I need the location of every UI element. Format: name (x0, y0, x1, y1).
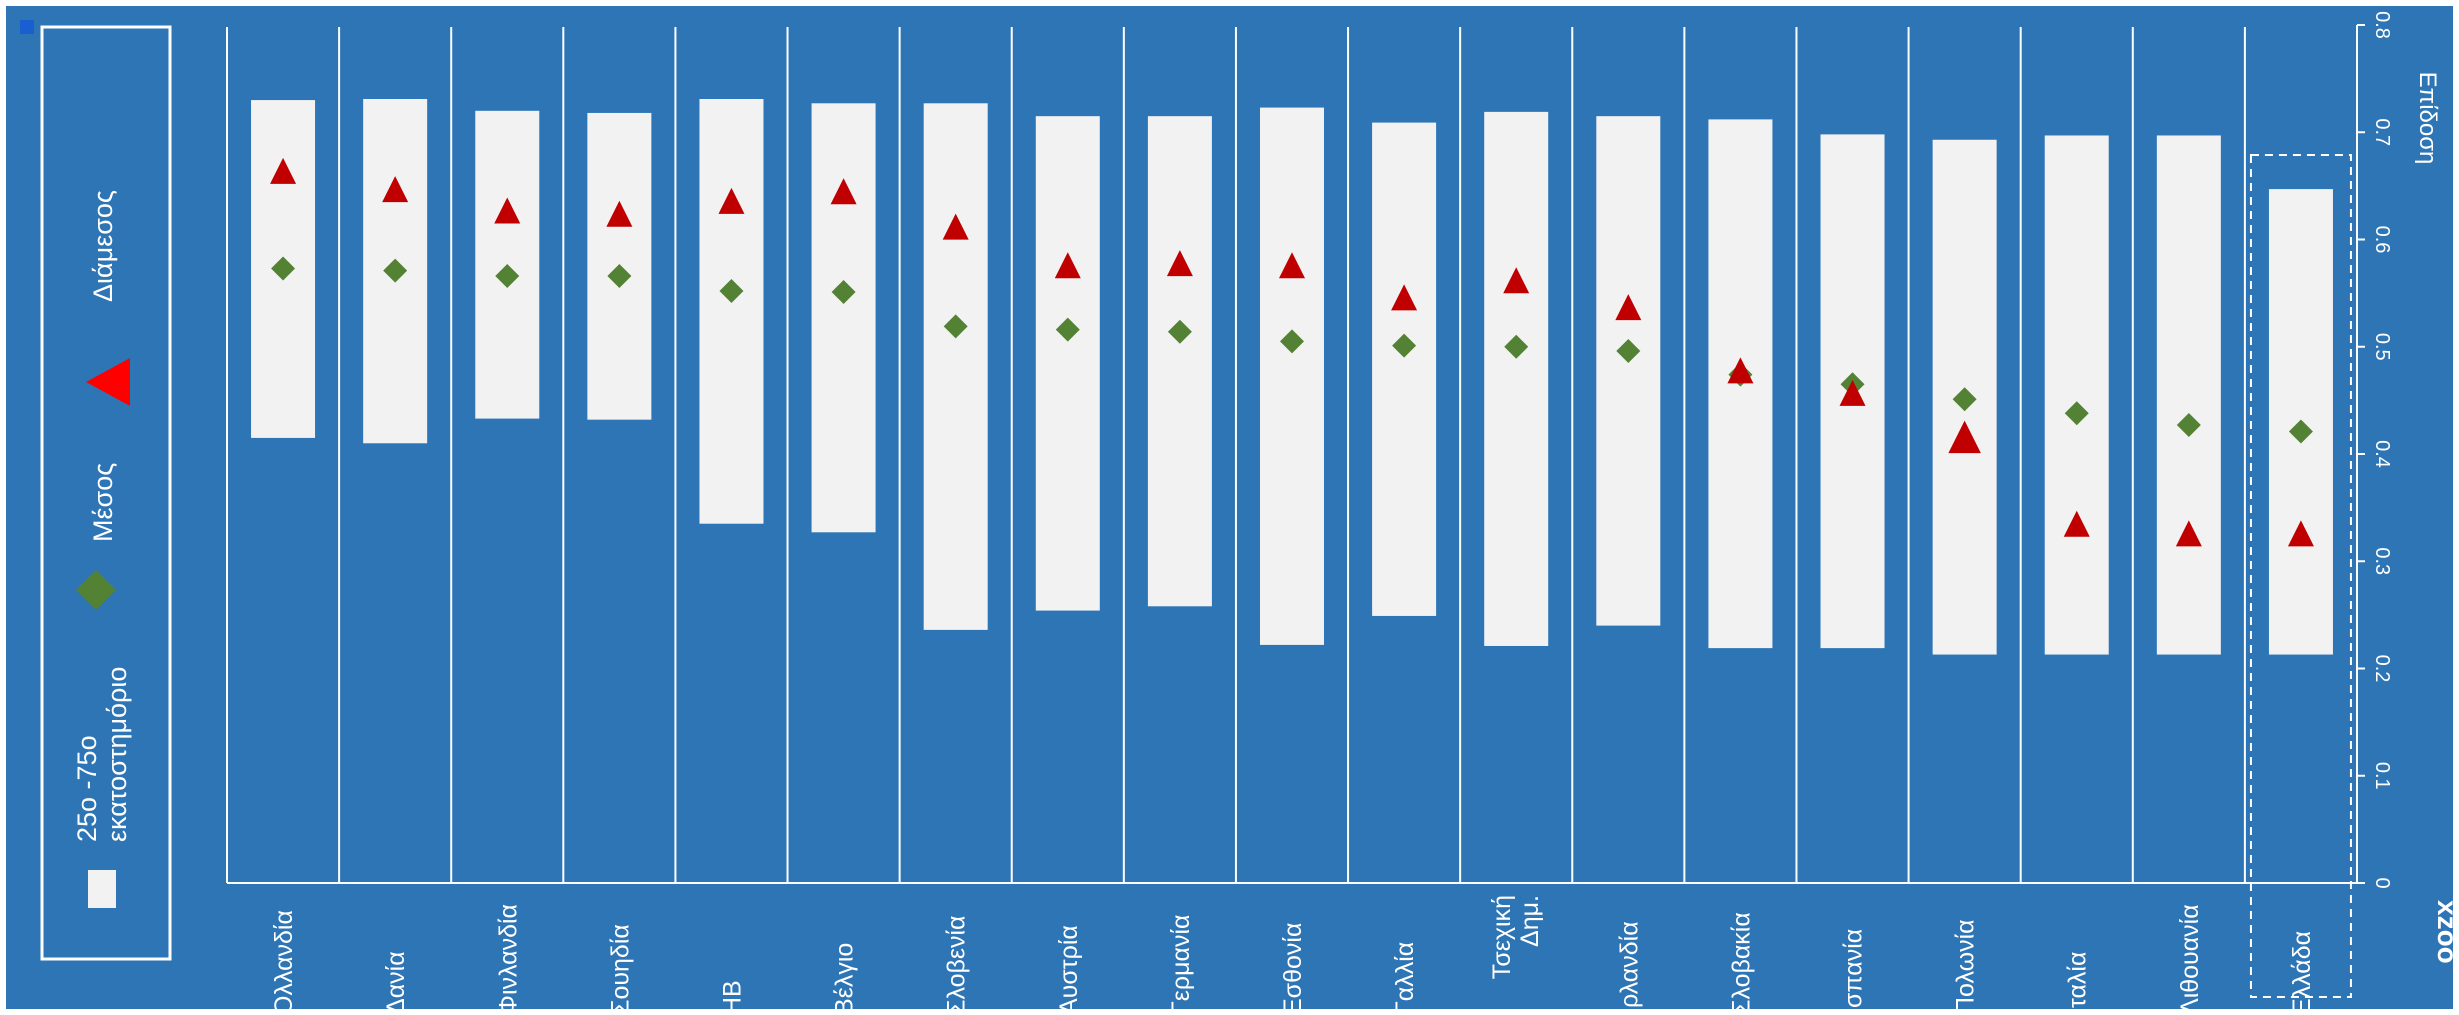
category-label: ΤσεχικήΔημ. (1488, 895, 1544, 979)
category-label: Γαλλία (1391, 942, 1419, 1015)
range-bar (1596, 116, 1661, 626)
mean-marker (943, 314, 968, 339)
median-marker (1727, 357, 1754, 384)
category-label-line: Δημ. (1516, 895, 1544, 947)
value-axis-tick-label: 0.7 (2371, 118, 2393, 146)
median-marker (1615, 294, 1642, 321)
value-axis-tick-label: 0.5 (2371, 333, 2393, 361)
category-label: Αυστρία (1055, 925, 1083, 1015)
category-label: Γερμανία (1167, 914, 1195, 1015)
mean-marker (607, 263, 632, 288)
mean-marker (831, 280, 856, 305)
range-bar (699, 99, 764, 524)
median-marker (718, 187, 745, 214)
mean-marker (2176, 413, 2201, 438)
range-bar (1484, 111, 1549, 646)
median-marker (1948, 420, 1981, 454)
category-label: Ισπανία (1840, 929, 1868, 1015)
median-marker (270, 157, 297, 184)
mean-marker (1616, 339, 1641, 364)
category-label: Πολωνία (1952, 919, 1980, 1015)
mean-marker (1055, 317, 1080, 342)
value-axis-tick-label: 0.2 (2371, 655, 2393, 683)
mean-marker (1504, 334, 1529, 359)
legend-median-swatch (86, 358, 130, 406)
corner-marker (20, 20, 34, 34)
legend-mean-label: Μέσος (88, 463, 118, 542)
mean-marker (719, 278, 744, 303)
mean-marker (1392, 333, 1417, 358)
range-bar (811, 103, 876, 533)
category-label: Λιθουανία (2176, 904, 2204, 1015)
median-marker (942, 213, 969, 240)
value-axis-tick-label: 0 (2371, 877, 2393, 888)
category-label-line: Τσεχική (1488, 895, 1516, 979)
median-marker (2063, 510, 2090, 537)
legend-range-swatch (88, 870, 116, 908)
mean-marker (383, 258, 408, 283)
category-label: ΗΒ (718, 980, 746, 1015)
range-bar (2156, 135, 2221, 655)
median-marker (1166, 250, 1193, 277)
category-labels: Ολλανδία Δανία Φινλανδία Σουηδία ΗΒ Βέλγιο Σλο… (270, 895, 2316, 1015)
category-label: Σλοβακία (1727, 912, 1755, 1015)
mean-marker (1952, 387, 1977, 412)
median-marker (1839, 379, 1866, 406)
median-marker (606, 200, 633, 227)
highlight-box (2249, 154, 2352, 998)
range-bar (1260, 107, 1324, 645)
mean-marker (271, 256, 296, 281)
category-label: Ιταλία (2064, 952, 2092, 1015)
median-marker (1054, 252, 1081, 279)
median-marker (2175, 520, 2202, 547)
mean-marker (1167, 319, 1192, 344)
category-label: Δανία (382, 951, 410, 1015)
legend-range-label-line: εκατοστημόριο (102, 667, 132, 842)
legend-range-label-line: 25ο -75ο (72, 735, 102, 842)
mean-marker (2064, 401, 2089, 426)
median-marker (1279, 252, 1305, 279)
legend-range-label: 25ο -75οεκατοστημόριο (72, 667, 132, 842)
mean-marker (2288, 419, 2313, 444)
value-axis-tick-label: 0.6 (2371, 226, 2393, 254)
category-label: Σλοβενία (943, 915, 971, 1015)
category-label: Ολλανδία (270, 910, 298, 1015)
value-axis-title: Επίδοση (2414, 72, 2441, 165)
range-bar (923, 103, 988, 630)
median-marker (1503, 267, 1530, 294)
median-marker (2287, 520, 2314, 547)
mean-marker (1280, 329, 1304, 354)
median-marker (1391, 284, 1418, 311)
value-axis-tick-label: 0.3 (2371, 547, 2393, 575)
mean-marker (495, 263, 520, 288)
legend-mean-swatch (76, 570, 116, 610)
category-label: Εσθονία (1279, 923, 1307, 1015)
category-label: Βέλγιο (831, 943, 859, 1015)
value-axis-tick-label: 0.4 (2371, 440, 2393, 468)
legend: 25ο -75οεκατοστημόριο Μέσος Διάμεσος (40, 25, 172, 961)
range-bar (1147, 116, 1212, 607)
side-text: xzoo (2432, 900, 2459, 964)
range-bar (1372, 122, 1437, 616)
category-label: Ιρλανδία (1615, 921, 1643, 1015)
value-axis-tick-label: 0.1 (2371, 762, 2393, 790)
value-axis-tick-label: 0.8 (2371, 11, 2393, 39)
legend-box (40, 25, 172, 961)
median-marker (382, 176, 409, 203)
category-label: Ελλάδα (2288, 931, 2316, 1015)
range-bar (1035, 116, 1100, 611)
category-label: Σουηδία (606, 924, 634, 1015)
range-bar (2044, 135, 2109, 655)
legend-median-label: Διάμεσος (88, 190, 118, 302)
median-marker (494, 197, 521, 224)
median-marker (830, 178, 857, 205)
category-label: Φινλανδία (494, 904, 522, 1015)
